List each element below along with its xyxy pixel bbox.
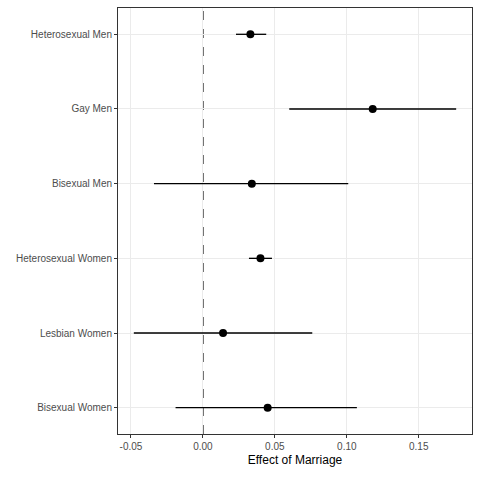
svg-text:Bisexual Men: Bisexual Men — [52, 178, 112, 189]
svg-text:Heterosexual Men: Heterosexual Men — [31, 29, 112, 40]
svg-text:Bisexual Women: Bisexual Women — [37, 402, 112, 413]
svg-text:0.00: 0.00 — [193, 441, 213, 452]
svg-text:Gay Men: Gay Men — [71, 103, 112, 114]
svg-text:Heterosexual Women: Heterosexual Women — [16, 253, 112, 264]
svg-text:Effect of Marriage: Effect of Marriage — [248, 453, 343, 467]
svg-text:Lesbian Women: Lesbian Women — [40, 328, 112, 339]
svg-text:0.15: 0.15 — [409, 441, 429, 452]
svg-text:-0.05: -0.05 — [120, 441, 143, 452]
svg-text:0.05: 0.05 — [265, 441, 285, 452]
svg-text:0.10: 0.10 — [337, 441, 357, 452]
